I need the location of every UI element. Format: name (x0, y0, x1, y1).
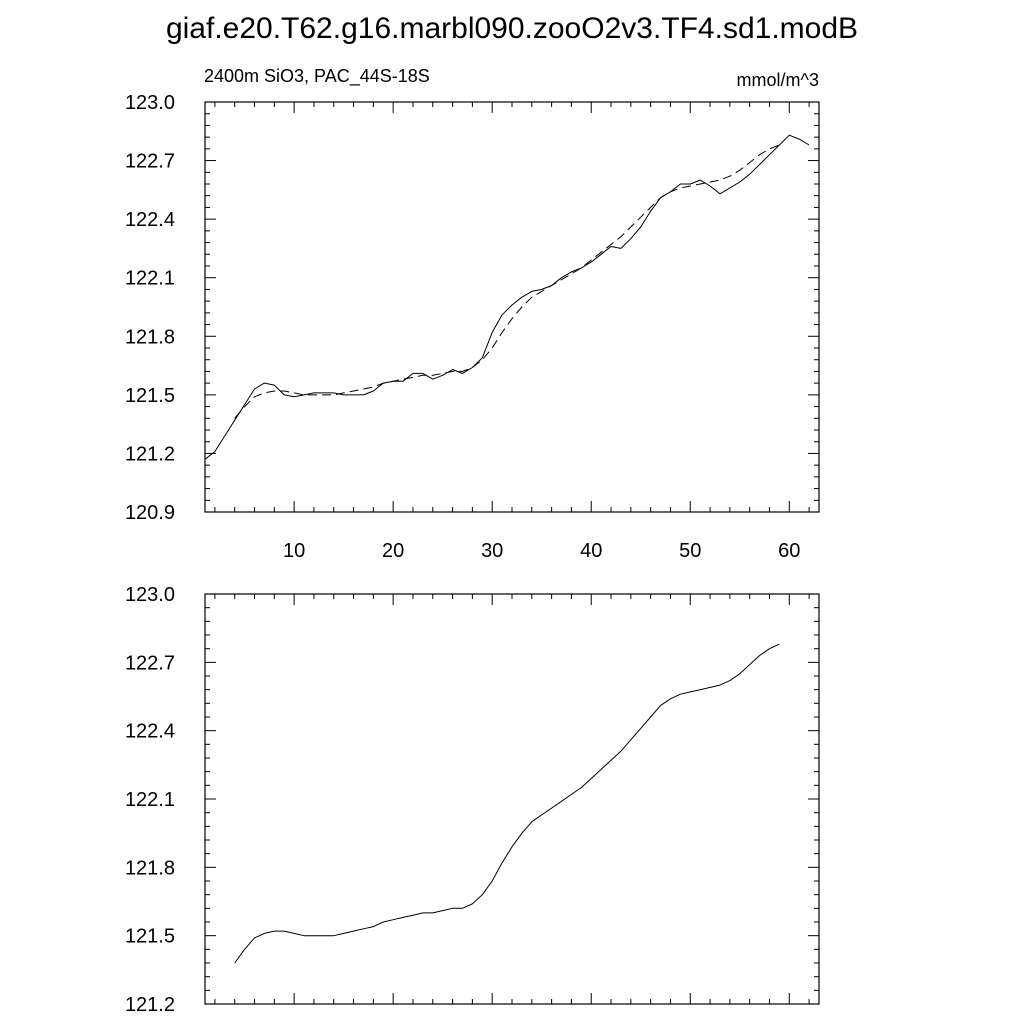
y-tick-label: 121.2 (125, 994, 175, 1016)
y-tick-label: 121.8 (125, 326, 175, 348)
series-line-solid (234, 643, 780, 964)
chart-title: giaf.e20.T62.g16.marbl090.zooO2v3.TF4.sd… (166, 12, 858, 45)
y-tick-label: 121.5 (125, 385, 175, 407)
y-tick-label: 122.4 (125, 209, 175, 231)
top-panel: 2400m SiO3, PAC_44S-18S mmol/m^3 10 20 30 4… (125, 66, 820, 562)
y-tick-label: 123.0 (125, 584, 175, 606)
plot-frame (204, 593, 820, 1005)
y-tick-label: 121.8 (125, 857, 175, 879)
x-tick-label: 40 (580, 540, 602, 562)
y-tick-label: 122.4 (125, 721, 175, 743)
series-line-dashed (234, 144, 780, 419)
x-tick-label: 50 (679, 540, 701, 562)
y-tick-label: 121.5 (125, 926, 175, 948)
x-tick-label: 60 (778, 540, 800, 562)
panel-units-label: mmol/m^3 (737, 70, 819, 90)
y-tick-label: 122.1 (125, 268, 175, 290)
y-tick-label: 120.9 (125, 502, 175, 524)
y-tick-label: 122.7 (125, 652, 175, 674)
x-tick-label: 20 (382, 540, 404, 562)
bottom-panel: 121.2 121.5 121.8 122.1 122.4 122.7 123.0 (125, 584, 820, 1016)
panel-subtitle-left: 2400m SiO3, PAC_44S-18S (204, 66, 430, 87)
y-tick-label: 121.2 (125, 443, 175, 465)
plot-frame (204, 101, 820, 513)
y-tick-label: 122.1 (125, 789, 175, 811)
y-tick-label: 123.0 (125, 92, 175, 114)
x-tick-label: 10 (283, 540, 305, 562)
x-tick-label: 30 (481, 540, 503, 562)
y-tick-label: 122.7 (125, 151, 175, 173)
series-line-solid (204, 134, 810, 460)
